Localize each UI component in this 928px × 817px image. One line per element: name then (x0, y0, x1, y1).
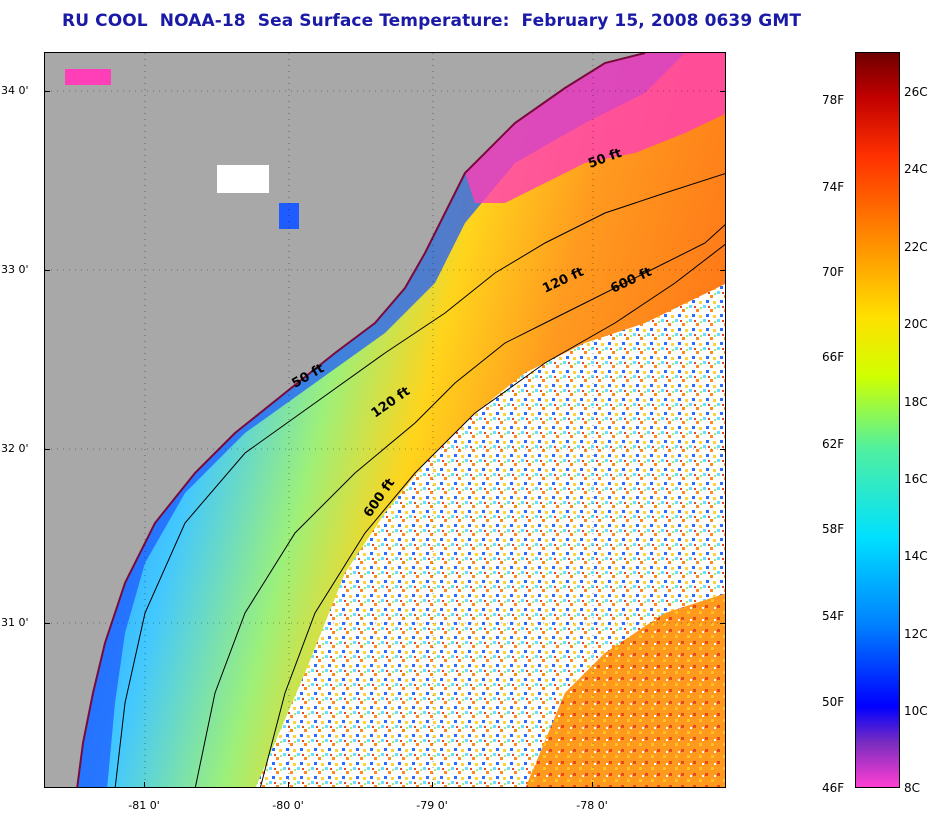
colorbar (855, 52, 900, 788)
isobath-50ft (114, 173, 725, 787)
lat-tick (720, 91, 726, 92)
colorbar-f-label: 74F (822, 180, 845, 194)
lat-label: 32 0' (1, 442, 29, 455)
cold-coastal-water (465, 53, 725, 203)
lat-tick (44, 449, 50, 450)
colorbar-f-label: 62F (822, 437, 845, 451)
colorbar-c-label: 14C (904, 549, 928, 563)
lon-label: -81 0' (128, 799, 160, 812)
colorbar-f-label: 66F (822, 350, 845, 364)
lat-tick (720, 449, 726, 450)
lon-label: -80 0' (272, 799, 304, 812)
map-title: RU COOL NOAA-18 Sea Surface Temperature:… (62, 11, 802, 31)
colorbar-c-label: 24C (904, 162, 928, 176)
cloud-contaminated-area (255, 283, 725, 787)
isobath-120ft (194, 224, 725, 787)
lat-tick (720, 270, 726, 271)
colorbar-c-label: 18C (904, 395, 928, 409)
inland-water-1 (65, 69, 111, 85)
colorbar-c-label: 8C (904, 781, 921, 795)
colorbar-f-label: 70F (822, 265, 845, 279)
lon-label: -78 0' (576, 799, 608, 812)
lat-tick (720, 623, 726, 624)
isobath-600ft (260, 243, 725, 787)
lon-tick (288, 782, 289, 788)
sst-map-canvas: 50 ft 120 ft 600 ft 50 ft 120 ft 600 ft (45, 53, 725, 787)
colorbar-f-label: 50F (822, 695, 845, 709)
colorbar-f-label: 78F (822, 93, 845, 107)
lon-label: -79 0' (416, 799, 448, 812)
lat-label: 33 0' (1, 263, 29, 276)
colorbar-f-label: 54F (822, 609, 845, 623)
sst-map: 50 ft 120 ft 600 ft 50 ft 120 ft 600 ft (44, 52, 726, 788)
gulf-stream-core (525, 593, 725, 787)
coastline (76, 53, 646, 787)
colorbar-f-label: 58F (822, 522, 845, 536)
lon-tick (592, 782, 593, 788)
inland-water-2 (217, 165, 269, 193)
colorbar-gradient (856, 53, 899, 787)
lon-tick (144, 782, 145, 788)
colorbar-c-label: 22C (904, 240, 928, 254)
lat-tick (44, 270, 50, 271)
colorbar-c-label: 26C (904, 85, 928, 99)
colorbar-c-label: 16C (904, 472, 928, 486)
lat-label: 31 0' (1, 616, 29, 629)
lat-tick (44, 91, 50, 92)
colorbar-f-label: 46F (822, 781, 845, 795)
lon-tick (432, 782, 433, 788)
lat-tick (44, 623, 50, 624)
colorbar-c-label: 10C (904, 704, 928, 718)
colorbar-c-label: 20C (904, 317, 928, 331)
colorbar-c-label: 12C (904, 627, 928, 641)
lat-label: 34 0' (1, 84, 29, 97)
